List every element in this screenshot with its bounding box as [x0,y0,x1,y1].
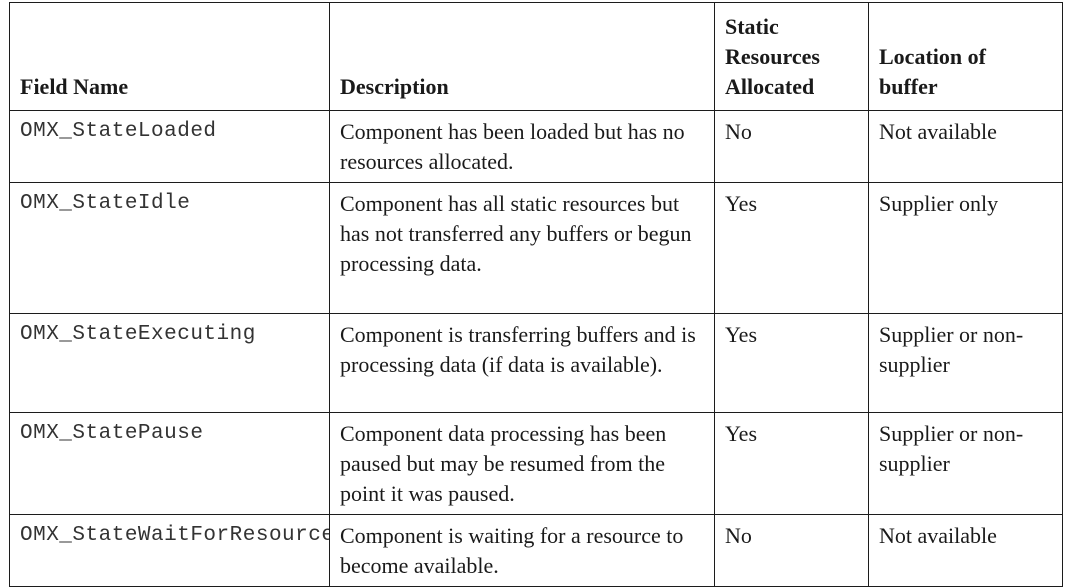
static-resources-cell: No [714,514,869,587]
description-cell: Component data processing has been pause… [329,412,715,515]
table-row: OMX_StateWaitForResources Component is w… [9,514,1063,587]
field-name-cell: OMX_StateIdle [9,182,330,314]
location-cell: Supplier or non-supplier [868,412,1063,515]
field-name-cell: OMX_StateLoaded [9,110,330,183]
static-resources-cell: Yes [714,412,869,515]
table-row: OMX_StateExecuting Component is transfer… [9,313,1063,413]
header-location: Location of buffer [868,2,1063,111]
description-cell: Component has all static resources but h… [329,182,715,314]
static-resources-cell: Yes [714,182,869,314]
static-resources-cell: No [714,110,869,183]
location-cell: Supplier only [868,182,1063,314]
table-row: OMX_StatePause Component data processing… [9,412,1063,515]
location-cell: Not available [868,514,1063,587]
description-cell: Component has been loaded but has no res… [329,110,715,183]
location-cell: Supplier or non-supplier [868,313,1063,413]
header-description: Description [329,2,715,111]
header-row: Field Name Description Static Resources … [9,2,1063,111]
header-static-resources: Static Resources Allocated [714,2,869,111]
description-cell: Component is transferring buffers and is… [329,313,715,413]
static-resources-cell: Yes [714,313,869,413]
field-name-cell: OMX_StateWaitForResources [9,514,330,587]
description-cell: Component is waiting for a resource to b… [329,514,715,587]
omx-states-table: Field Name Description Static Resources … [9,2,1063,587]
location-cell: Not available [868,110,1063,183]
table-row: OMX_StateLoaded Component has been loade… [9,110,1063,183]
table-row: OMX_StateIdle Component has all static r… [9,182,1063,314]
field-name-cell: OMX_StateExecuting [9,313,330,413]
header-field-name: Field Name [9,2,330,111]
field-name-cell: OMX_StatePause [9,412,330,515]
